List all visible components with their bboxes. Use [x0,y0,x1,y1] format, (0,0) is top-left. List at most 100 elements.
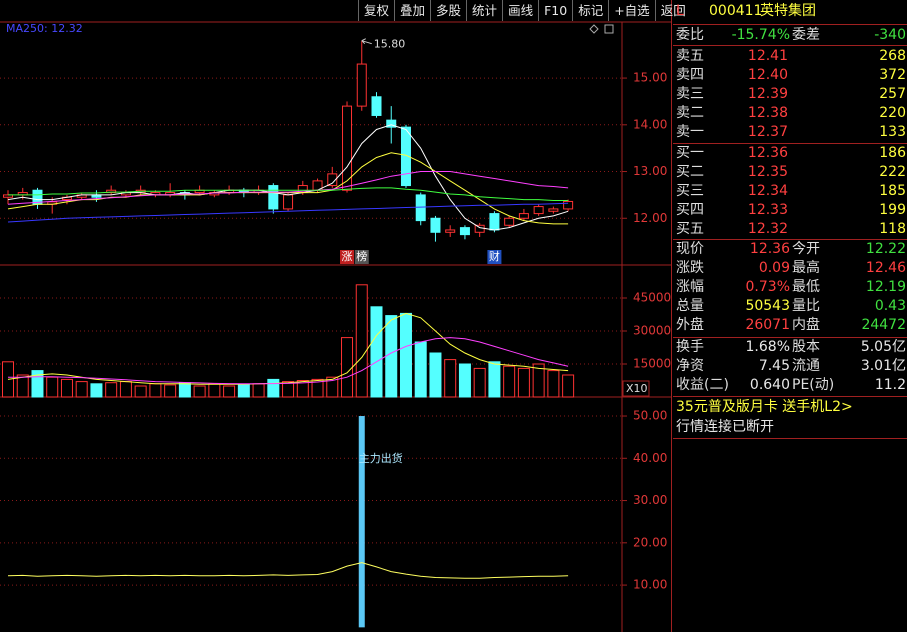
y-tick-label: 15.00 [633,71,667,85]
volume-bar [237,384,250,398]
toolbar-button[interactable]: +自选 [608,0,654,21]
volume-bar [370,306,383,398]
label: 买一 [676,145,704,161]
book-row: 卖五 12.41 268 [676,47,906,66]
volume-bar [75,381,88,398]
label: 委比 [676,27,704,43]
volume: 185 [879,183,906,199]
y-tick-label: 30.00 [633,493,667,507]
toolbar-button[interactable]: 多股 [430,0,466,21]
prefix: L [676,3,684,19]
icon[interactable] [589,24,599,34]
label: 买三 [676,183,704,199]
toolbar-button[interactable]: 画线 [502,0,538,21]
volume: 133 [879,124,906,140]
promo[interactable]: 35元普及版月卡 送手机L2> [676,398,906,417]
y-tick-label: 15000 [633,357,671,371]
label: 卖四 [676,67,704,83]
value: 11.2 [874,377,906,393]
volume-bar [296,380,309,398]
volume-bar [399,312,412,398]
candle-body [342,105,353,191]
volume-bar [547,370,560,398]
toolbar-button[interactable]: F10 [538,0,572,21]
stat-row: 换手 1.68% 股本 5.05亿 [676,338,906,357]
volume: 220 [879,105,906,121]
toolbar-button[interactable]: 复权 [358,0,394,21]
label: 股本 [792,339,820,355]
volume: 199 [879,202,906,218]
line [7,152,569,225]
line [7,202,569,223]
volume-bar [429,352,442,398]
stat-row: 总量 50543 量比 0.43 [676,297,906,316]
value: 0.73% [745,279,790,295]
volume-bar [60,378,73,398]
label: 买二 [676,164,704,180]
promo-text[interactable]: 35元普及版月卡 送手机L2> [676,399,853,415]
candle-body [268,185,279,210]
volume-bar [385,315,398,398]
label: 买五 [676,221,704,237]
volume-bar [119,381,132,398]
price: 12.39 [747,86,788,102]
label: 卖三 [676,86,704,102]
volume-bar [414,341,427,398]
volume: 118 [879,221,906,237]
candle-body [489,213,500,231]
price: 12.35 [747,164,788,180]
book-row: 卖三 12.39 257 [676,85,906,104]
book-row: 买二 12.35 222 [676,163,906,182]
book-row: 买四 12.33 199 [676,201,906,220]
unit-label: X10 [626,382,648,395]
candle-body [533,206,544,215]
label: 收益(二) [676,377,729,393]
candle-body [563,200,574,210]
toolbar-button[interactable]: 标记 [572,0,608,21]
volume: 372 [879,67,906,83]
volume-bar [223,385,236,398]
book-row: 卖四 12.40 372 [676,66,906,85]
toolbar-button[interactable]: 返回 [654,0,691,21]
stat-row: 涨幅 0.73% 最低 12.19 [676,278,906,297]
separator [673,239,907,240]
volume-bar [473,367,486,398]
y-tick-label: 40.00 [633,451,667,465]
candle-body [415,194,426,222]
toolbar-button[interactable]: 叠加 [394,0,430,21]
chart-area: MA250: 12.32 12.00 13.00 14.00 15.00 涨榜 财 15.8… [0,0,672,632]
toolbar-button[interactable]: 统计 [466,0,502,21]
label: 换手 [676,339,704,355]
volume-bar [90,383,103,398]
value: 12.46 [865,260,906,276]
label: 涨幅 [676,279,704,295]
price: 12.33 [747,202,788,218]
y-tick-label: 45000 [633,291,671,305]
stat-row: 涨跌 0.09 最高 12.46 [676,259,906,278]
candle-body [356,63,367,107]
volume-bar [326,376,339,398]
volume-bar [444,359,457,398]
volume-bar [503,365,516,398]
volume-bar [458,363,471,398]
book-row: 买五 12.32 118 [676,220,906,239]
book-row: 买三 12.34 185 [676,182,906,201]
candle-body [371,96,382,116]
volume: 222 [879,164,906,180]
price: 12.37 [747,124,788,140]
price: 12.36 [747,145,788,161]
label: 买四 [676,202,704,218]
volume-bar [532,363,545,398]
volume-bar [311,378,324,398]
candle-body [400,126,411,187]
ratio-row: 委比 -15.74% 委差 -340 [676,26,906,45]
book-row: 卖一 12.37 133 [676,123,906,142]
stat-row: 外盘 26071 内盘 24472 [676,316,906,335]
label: 流通 [792,358,820,374]
volume-bar [31,370,44,398]
candle-body [327,173,338,187]
volume-bar [488,361,501,398]
icon[interactable] [604,24,614,34]
volume-bar [105,382,118,398]
candle-body [459,227,470,236]
